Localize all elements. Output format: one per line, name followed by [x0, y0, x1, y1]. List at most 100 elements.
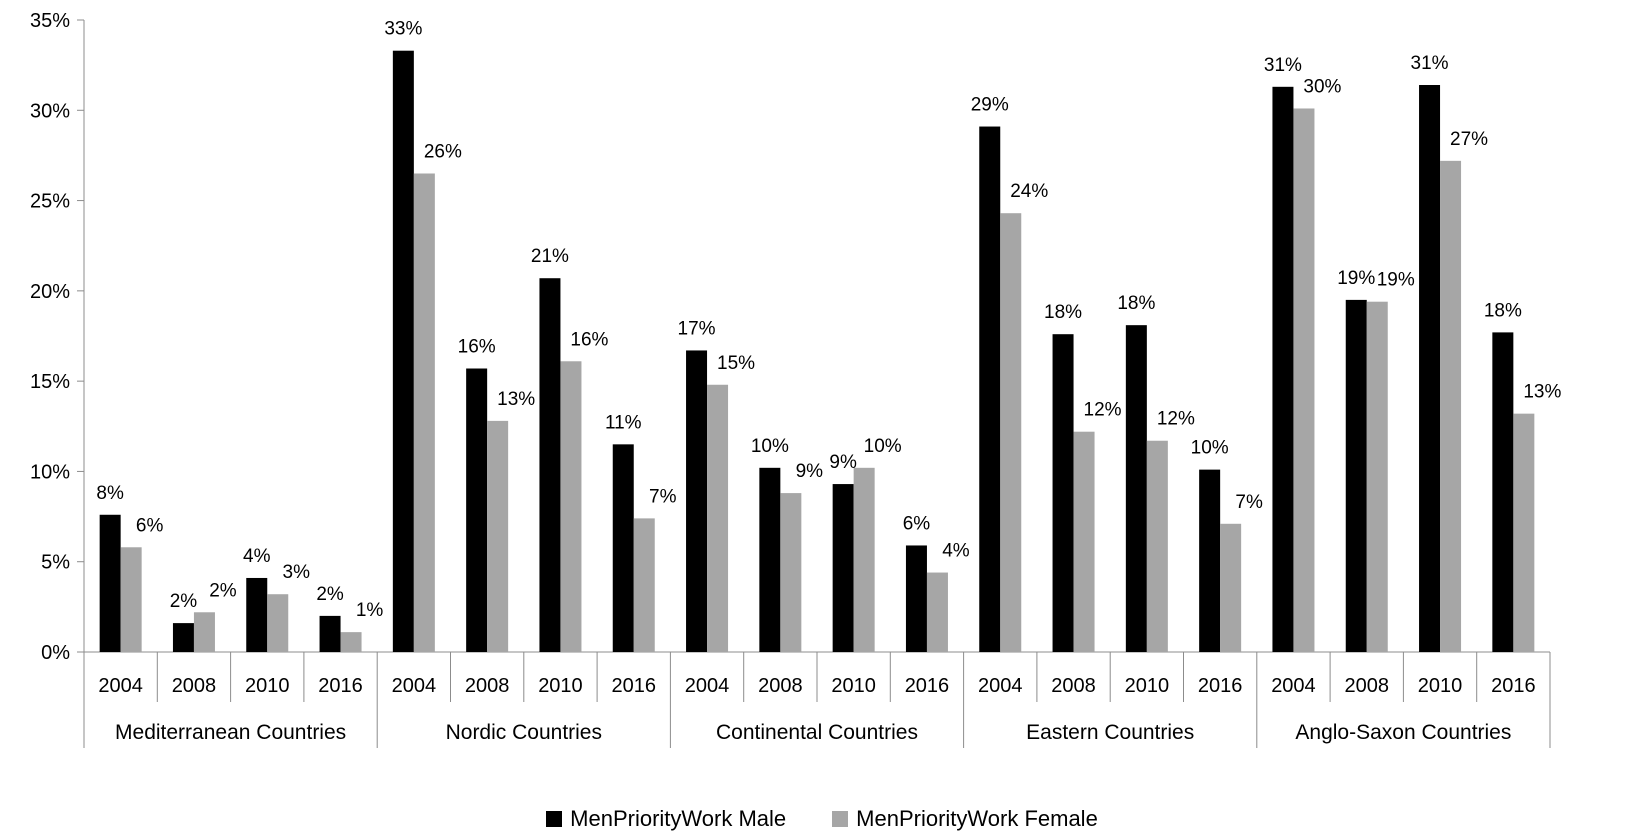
data-label-male: 10% — [751, 436, 789, 457]
data-label-female: 9% — [796, 461, 824, 482]
data-label-male: 29% — [971, 95, 1009, 116]
bar-female — [413, 173, 435, 652]
bar-female — [1000, 213, 1022, 652]
data-label-male: 2% — [170, 591, 198, 612]
bar-male — [1272, 86, 1294, 653]
bar-male — [1419, 85, 1441, 652]
x-tick-label-year: 2004 — [392, 675, 437, 697]
x-group-label: Nordic Countries — [446, 721, 602, 744]
bar-male — [99, 514, 121, 652]
bar-female — [1146, 440, 1168, 652]
data-label-male: 6% — [903, 513, 931, 534]
bar-male — [539, 278, 561, 652]
data-label-male: 8% — [96, 483, 124, 504]
y-tick-label: 20% — [30, 281, 70, 303]
data-label-female: 15% — [717, 353, 755, 374]
x-tick-label-year: 2016 — [612, 675, 657, 697]
x-tick-label-year: 2004 — [978, 675, 1023, 697]
y-tick-label: 10% — [30, 461, 70, 483]
data-label-male: 21% — [531, 246, 569, 267]
bar-female — [193, 612, 215, 652]
bar-male — [392, 50, 414, 652]
bar-female — [1513, 413, 1535, 652]
y-tick-label: 5% — [41, 552, 70, 574]
data-label-female: 26% — [424, 141, 462, 162]
bar-male — [1125, 325, 1147, 652]
y-tick-label: 25% — [30, 191, 70, 213]
bar-male — [1199, 469, 1221, 652]
data-label-male: 31% — [1264, 55, 1302, 76]
data-label-male: 19% — [1337, 268, 1375, 289]
bar-male — [319, 615, 341, 652]
legend-item-male: MenPriorityWork Male — [546, 806, 786, 832]
x-tick-label-year: 2008 — [172, 675, 217, 697]
x-tick-label-year: 2016 — [318, 675, 363, 697]
data-label-male: 17% — [678, 318, 716, 339]
x-group-label: Eastern Countries — [1026, 721, 1194, 744]
data-label-female: 2% — [209, 580, 237, 601]
bar-female — [1073, 431, 1095, 652]
legend-label-male: MenPriorityWork Male — [570, 806, 787, 831]
data-label-male: 31% — [1411, 53, 1449, 74]
data-label-female: 30% — [1303, 76, 1341, 97]
bar-male — [1345, 299, 1367, 652]
data-label-female: 7% — [649, 486, 677, 507]
data-label-male: 18% — [1117, 293, 1155, 314]
bar-female — [1366, 301, 1388, 652]
bar-male — [172, 623, 194, 652]
bar-male — [686, 350, 708, 652]
x-tick-label-year: 2016 — [1198, 675, 1243, 697]
legend-swatch-male — [546, 811, 563, 827]
data-label-male: 11% — [605, 412, 642, 433]
bar-female — [853, 467, 875, 652]
x-tick-label-year: 2004 — [98, 675, 143, 697]
x-tick-label-year: 2010 — [538, 675, 583, 697]
bar-male — [1052, 334, 1074, 652]
bar-female — [633, 518, 655, 652]
data-label-female: 6% — [136, 515, 164, 536]
x-tick-label-year: 2008 — [465, 675, 510, 697]
bar-male — [759, 467, 781, 652]
bar-female — [1293, 108, 1315, 653]
data-label-female: 7% — [1235, 492, 1263, 513]
legend: MenPriorityWork Male MenPriorityWork Fem… — [0, 806, 1644, 832]
bar-female — [487, 420, 509, 652]
x-tick-label-year: 2008 — [758, 675, 803, 697]
x-tick-label-year: 2010 — [831, 675, 876, 697]
x-tick-label-year: 2008 — [1345, 675, 1390, 697]
bar-female — [780, 493, 802, 652]
bar-female — [707, 384, 729, 652]
bar-female — [926, 572, 948, 652]
x-group-label: Continental Countries — [716, 721, 918, 744]
data-label-female: 12% — [1157, 409, 1195, 430]
bar-female — [267, 594, 289, 652]
bar-male — [1492, 332, 1514, 652]
y-tick-label: 0% — [41, 642, 70, 664]
bar-female — [120, 547, 142, 652]
data-label-female: 19% — [1377, 270, 1415, 291]
data-label-female: 1% — [356, 600, 384, 621]
data-label-female: 24% — [1010, 181, 1048, 202]
data-label-male: 10% — [1191, 438, 1229, 459]
data-label-male: 4% — [243, 546, 271, 567]
data-label-male: 18% — [1484, 300, 1522, 321]
data-label-female: 16% — [570, 329, 608, 350]
x-tick-label-year: 2008 — [1051, 675, 1096, 697]
x-tick-label-year: 2016 — [905, 675, 950, 697]
x-tick-label-year: 2010 — [245, 675, 290, 697]
x-group-label: Mediterranean Countries — [115, 721, 346, 744]
data-label-female: 13% — [1523, 382, 1561, 403]
bar-male — [612, 444, 634, 652]
y-tick-label: 35% — [30, 10, 70, 32]
x-group-label: Anglo-Saxon Countries — [1295, 721, 1511, 744]
bar-male — [979, 126, 1001, 653]
legend-item-female: MenPriorityWork Female — [832, 806, 1098, 832]
data-label-female: 3% — [283, 562, 311, 583]
bar-male — [832, 484, 854, 652]
data-label-male: 33% — [384, 19, 422, 40]
data-label-female: 27% — [1450, 129, 1488, 150]
data-label-male: 18% — [1044, 302, 1082, 323]
bar-male — [246, 577, 268, 652]
data-label-male: 16% — [458, 337, 496, 358]
bar-female — [560, 361, 582, 652]
